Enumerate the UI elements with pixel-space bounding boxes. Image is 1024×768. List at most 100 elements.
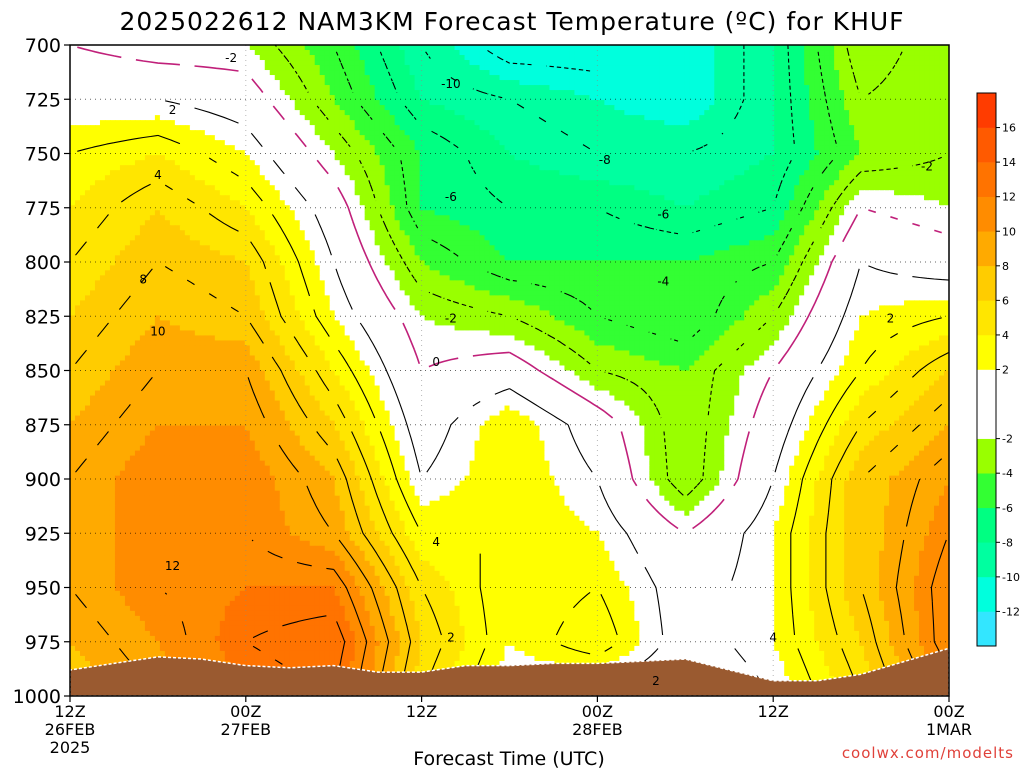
temperature-cell [314,110,321,116]
temperature-cell [639,170,645,176]
temperature-cell [719,130,725,136]
temperature-cell [719,70,725,76]
temperature-cell [539,175,546,181]
temperature-cell [319,45,326,51]
temperature-cell [459,125,466,131]
temperature-cell [349,160,356,166]
temperature-cell [509,80,516,86]
temperature-cell [814,100,820,106]
temperature-cell [114,70,121,76]
temperature-cell [774,180,780,186]
temperature-cell [779,160,785,166]
temperature-cell [489,135,496,141]
temperature-cell [874,140,880,146]
temperature-cell [254,180,261,186]
temperature-cell [494,55,501,61]
temperature-cell [84,160,91,166]
temperature-cell [489,60,496,66]
temperature-cell [879,65,885,71]
temperature-cell [609,50,615,56]
temperature-cell [789,85,795,91]
temperature-cell [594,110,600,116]
temperature-cell [619,135,625,141]
temperature-cell [119,170,126,176]
temperature-cell [699,155,705,161]
temperature-cell [794,165,800,171]
temperature-cell [499,120,506,126]
temperature-cell [889,140,895,146]
temperature-cell [534,155,541,161]
temperature-cell [124,55,131,61]
temperature-cell [749,160,755,166]
temperature-cell [484,130,491,136]
temperature-cell [414,150,421,156]
temperature-cell [139,110,146,116]
temperature-cell [774,95,780,101]
temperature-cell [304,85,311,91]
temperature-cell [224,75,231,81]
temperature-cell [179,65,186,71]
temperature-cell [944,45,949,51]
temperature-cell [749,175,755,181]
temperature-cell [199,120,206,126]
temperature-cell [284,125,291,131]
temperature-cell [809,160,815,166]
temperature-cell [819,45,825,51]
temperature-cell [729,70,735,76]
temperature-cell [499,75,506,81]
temperature-cell [574,160,581,166]
temperature-cell [284,140,291,146]
temperature-cell [534,55,541,61]
temperature-cell [744,110,750,116]
temperature-cell [549,50,556,56]
temperature-cell [794,175,800,181]
temperature-cell [539,105,546,111]
temperature-cell [159,185,166,191]
temperature-cell [214,90,221,96]
temperature-cell [659,45,665,51]
temperature-cell [929,70,935,76]
temperature-cell [464,100,471,106]
temperature-cell [774,140,780,146]
temperature-cell [474,120,481,126]
temperature-cell [149,105,156,111]
temperature-cell [209,55,216,61]
temperature-cell [354,170,361,176]
temperature-cell [449,175,456,181]
temperature-cell [359,115,366,121]
temperature-cell [824,170,830,176]
temperature-cell [444,45,451,51]
temperature-cell [79,155,86,161]
temperature-cell [154,115,161,121]
temperature-cell [389,55,396,61]
temperature-cell [219,185,226,191]
temperature-cell [189,170,196,176]
temperature-cell [934,65,940,71]
temperature-cell [664,45,670,51]
temperature-cell [129,60,136,66]
temperature-cell [619,60,625,66]
temperature-cell [454,95,461,101]
temperature-cell [709,45,715,51]
temperature-cell [334,125,341,131]
temperature-cell [259,185,266,191]
temperature-cell [214,105,221,111]
temperature-cell [779,145,785,151]
temperature-cell [374,80,381,86]
temperature-cell [589,115,595,121]
temperature-cell [379,115,386,121]
temperature-cell [379,170,386,176]
temperature-cell [244,130,251,136]
temperature-cell [894,50,900,56]
temperature-cell [829,95,835,101]
temperature-cell [604,115,610,121]
temperature-cell [649,120,655,126]
temperature-cell [509,125,516,131]
temperature-cell [724,65,730,71]
temperature-cell [799,110,805,116]
temperature-cell [104,105,111,111]
temperature-cell [904,175,910,181]
temperature-cell [554,65,561,71]
temperature-cell [419,60,426,66]
temperature-cell [654,170,660,176]
